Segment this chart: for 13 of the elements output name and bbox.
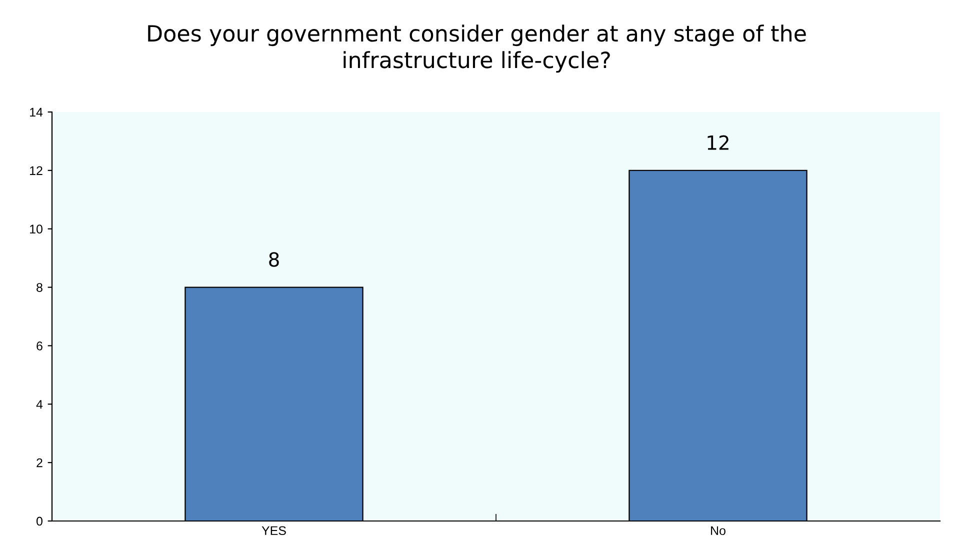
x-tick-label: No bbox=[711, 526, 726, 536]
y-tick-label: 12 bbox=[30, 166, 42, 175]
data-label: 8 bbox=[269, 252, 279, 267]
y-tick-label: 4 bbox=[36, 400, 43, 409]
y-tick-label: 6 bbox=[36, 342, 42, 350]
data-label: 12 bbox=[708, 135, 728, 150]
chart-title: Does your government consider gender at any stage of the infrastructure life-cycle? bbox=[148, 24, 806, 73]
y-tick-label: 8 bbox=[36, 283, 42, 292]
y-tick-label: 14 bbox=[30, 108, 43, 117]
y-tick-label: 10 bbox=[30, 224, 42, 234]
x-tick-label: YES bbox=[262, 526, 286, 536]
y-tick-label: 2 bbox=[36, 458, 42, 468]
y-tick-label: 0 bbox=[36, 516, 42, 526]
